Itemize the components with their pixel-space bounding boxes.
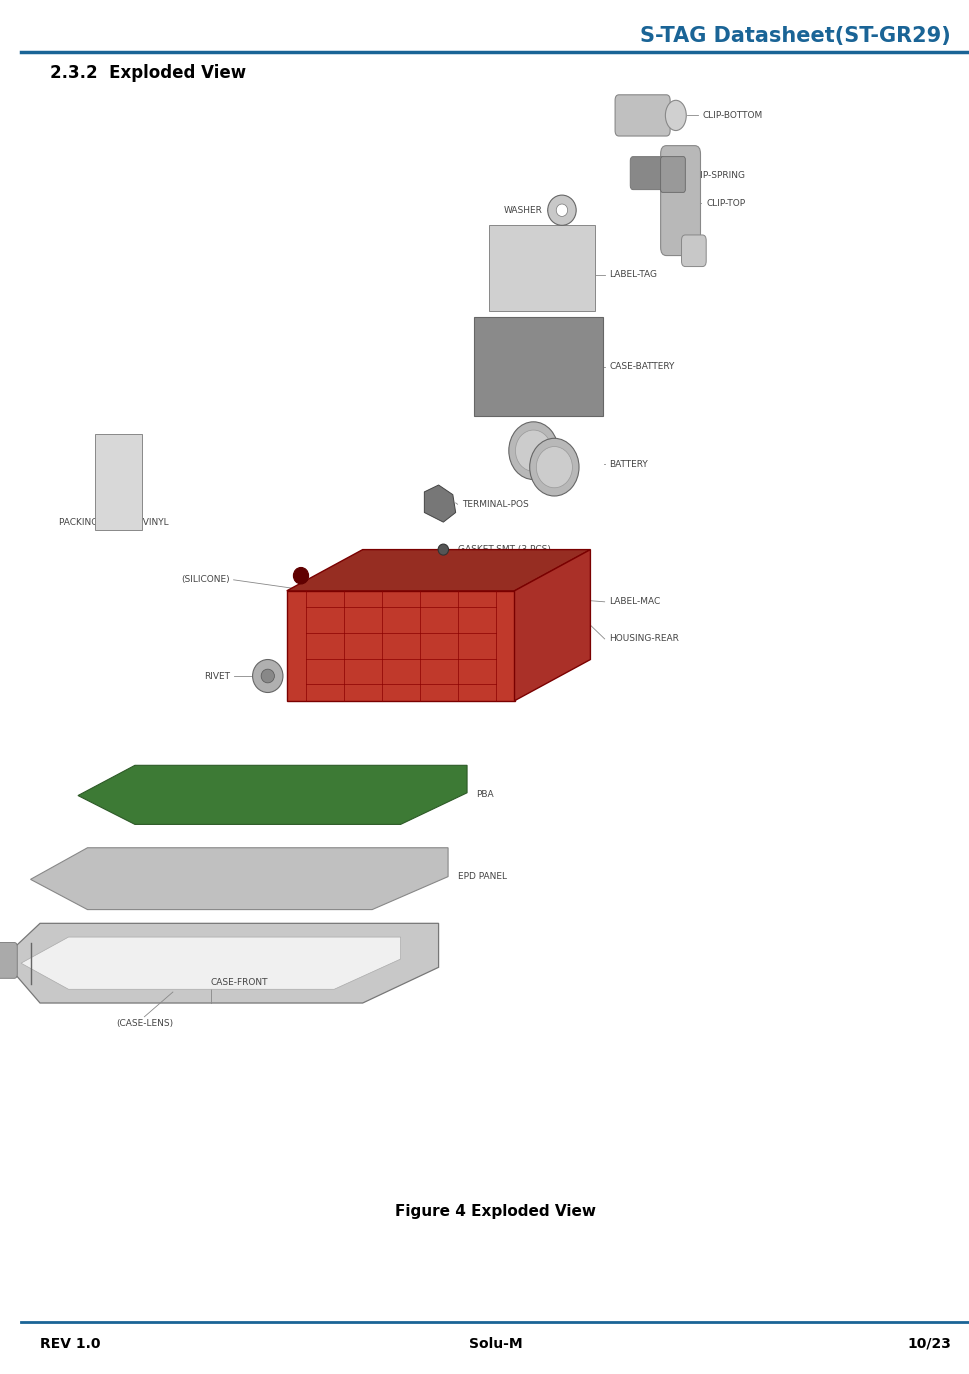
Text: CASE-FRONT: CASE-FRONT xyxy=(210,978,268,987)
Text: CLIP-SPRING: CLIP-SPRING xyxy=(688,172,744,180)
FancyBboxPatch shape xyxy=(437,578,534,611)
Ellipse shape xyxy=(529,438,578,496)
FancyBboxPatch shape xyxy=(473,317,602,416)
Ellipse shape xyxy=(252,660,283,692)
Text: TERMINAL-POS: TERMINAL-POS xyxy=(462,500,528,508)
FancyBboxPatch shape xyxy=(660,146,700,256)
FancyBboxPatch shape xyxy=(681,235,705,267)
Polygon shape xyxy=(2,923,438,1003)
Text: RIVET: RIVET xyxy=(203,672,230,680)
FancyBboxPatch shape xyxy=(95,434,141,530)
Text: 10/23: 10/23 xyxy=(906,1337,950,1351)
Text: (SILICONE): (SILICONE) xyxy=(181,576,230,584)
Polygon shape xyxy=(287,550,590,591)
Ellipse shape xyxy=(536,447,572,488)
Ellipse shape xyxy=(293,567,308,584)
Ellipse shape xyxy=(547,195,576,225)
Text: CLIP-BOTTOM: CLIP-BOTTOM xyxy=(702,111,762,120)
Ellipse shape xyxy=(555,205,567,217)
FancyBboxPatch shape xyxy=(660,157,685,192)
Polygon shape xyxy=(21,937,400,989)
Text: CASE-BATTERY: CASE-BATTERY xyxy=(609,363,674,371)
Text: 2.3.2  Exploded View: 2.3.2 Exploded View xyxy=(49,63,245,82)
FancyBboxPatch shape xyxy=(614,95,670,136)
Polygon shape xyxy=(287,591,514,701)
Text: BATTERY: BATTERY xyxy=(609,460,647,469)
Text: LABEL-MAC: LABEL-MAC xyxy=(609,598,660,606)
FancyBboxPatch shape xyxy=(488,225,595,311)
Ellipse shape xyxy=(665,100,685,131)
Ellipse shape xyxy=(515,430,551,471)
FancyBboxPatch shape xyxy=(0,943,17,978)
Text: LABEL-TAG: LABEL-TAG xyxy=(609,271,657,279)
Ellipse shape xyxy=(261,669,274,683)
Polygon shape xyxy=(30,848,448,910)
Text: REV 1.0: REV 1.0 xyxy=(40,1337,101,1351)
Ellipse shape xyxy=(438,544,448,555)
Text: GASKET-SMT (3 PCS): GASKET-SMT (3 PCS) xyxy=(457,545,549,554)
Polygon shape xyxy=(423,485,455,522)
Text: PACKING-BATTERY VINYL: PACKING-BATTERY VINYL xyxy=(59,518,169,526)
Text: HOUSING-REAR: HOUSING-REAR xyxy=(609,635,678,643)
Polygon shape xyxy=(514,550,590,701)
Text: WASHER: WASHER xyxy=(504,206,543,214)
Polygon shape xyxy=(78,765,467,824)
Text: (CASE-LENS): (CASE-LENS) xyxy=(116,1020,172,1028)
Text: EPD PANEL: EPD PANEL xyxy=(457,872,506,881)
Text: Figure 4 Exploded View: Figure 4 Exploded View xyxy=(394,1205,595,1219)
FancyBboxPatch shape xyxy=(630,157,664,190)
Text: S-TAG Datasheet(ST-GR29): S-TAG Datasheet(ST-GR29) xyxy=(640,26,950,45)
Text: CLIP-TOP: CLIP-TOP xyxy=(705,199,744,207)
Ellipse shape xyxy=(509,422,557,480)
Text: PBA: PBA xyxy=(476,790,493,798)
Text: Solu-M: Solu-M xyxy=(468,1337,521,1351)
